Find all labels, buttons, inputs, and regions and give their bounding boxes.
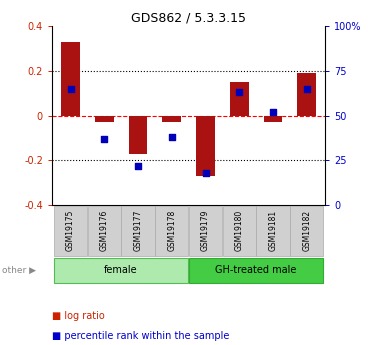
Text: GSM19182: GSM19182: [302, 209, 311, 251]
Text: GSM19181: GSM19181: [268, 209, 278, 251]
Bar: [230, 82, 249, 116]
Bar: [162, 116, 181, 122]
Point: [236, 89, 242, 95]
Bar: [155, 206, 188, 256]
Text: GSM19180: GSM19180: [235, 209, 244, 251]
Bar: [54, 206, 87, 256]
Bar: [189, 258, 323, 283]
Text: ■ percentile rank within the sample: ■ percentile rank within the sample: [52, 332, 229, 341]
Bar: [95, 116, 114, 122]
Bar: [88, 206, 121, 256]
Text: GSM19179: GSM19179: [201, 209, 210, 251]
Text: GSM19178: GSM19178: [167, 209, 176, 251]
Bar: [189, 206, 222, 256]
Point: [304, 86, 310, 91]
Point: [203, 170, 209, 176]
Bar: [54, 258, 188, 283]
Text: other ▶: other ▶: [2, 266, 36, 275]
Bar: [264, 116, 282, 122]
Bar: [196, 116, 215, 176]
Title: GDS862 / 5.3.3.15: GDS862 / 5.3.3.15: [131, 12, 246, 25]
Text: ■ log ratio: ■ log ratio: [52, 311, 105, 321]
Bar: [290, 206, 323, 256]
Text: GH-treated male: GH-treated male: [216, 265, 297, 275]
Bar: [256, 206, 290, 256]
Bar: [223, 206, 256, 256]
Bar: [298, 73, 316, 116]
Text: GSM19175: GSM19175: [66, 209, 75, 251]
Text: GSM19177: GSM19177: [134, 209, 142, 251]
Bar: [61, 41, 80, 116]
Bar: [129, 116, 147, 154]
Point: [135, 163, 141, 169]
Text: GSM19176: GSM19176: [100, 209, 109, 251]
Bar: [122, 206, 154, 256]
Point: [101, 136, 107, 142]
Point: [169, 134, 175, 140]
Point: [270, 109, 276, 115]
Point: [67, 86, 74, 91]
Text: female: female: [104, 265, 138, 275]
